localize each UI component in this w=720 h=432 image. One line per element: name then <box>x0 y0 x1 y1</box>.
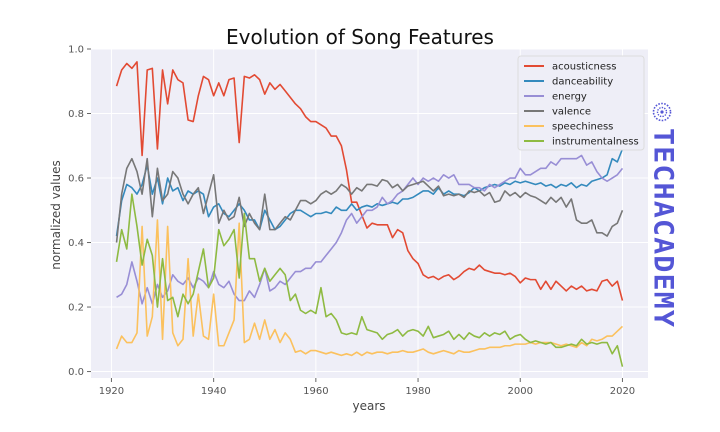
x-axis-label: years <box>352 399 385 413</box>
legend: acousticness danceability energy valence spe… <box>517 55 645 151</box>
legend-label-instrumentalness: instrumentalness <box>552 137 639 148</box>
techacademy-logo: TECHACADEMY <box>648 102 679 328</box>
x-tick-label: 2000 <box>508 386 533 397</box>
legend-label-danceability: danceability <box>552 77 613 88</box>
chart-title: Evolution of Song Features <box>226 25 494 49</box>
x-tick-label: 2020 <box>610 386 635 397</box>
legend-label-valence: valence <box>552 107 591 118</box>
brand-name: TECHACADEMY <box>648 128 679 328</box>
y-tick-label: 0.0 <box>68 367 84 378</box>
legend-label-acousticness: acousticness <box>552 62 616 73</box>
y-tick-label: 0.2 <box>68 303 84 314</box>
y-tick-label: 1.0 <box>68 45 84 56</box>
x-tick-label: 1940 <box>201 386 226 397</box>
x-tick-label: 1920 <box>99 386 124 397</box>
y-tick-label: 0.4 <box>68 238 84 249</box>
legend-label-energy: energy <box>552 92 587 103</box>
legend-box <box>517 55 645 151</box>
series-line-acousticness <box>115 61 624 301</box>
x-axis-ticks: 1920 1940 1960 1980 2000 2020 <box>99 378 635 397</box>
series-line-energy <box>116 154 624 305</box>
series-line-instrumentalness <box>115 193 624 367</box>
x-tick-label: 1980 <box>405 386 430 397</box>
series-line-speechiness <box>115 219 624 357</box>
series-line-valence <box>115 157 624 243</box>
series-line-danceability <box>115 148 624 237</box>
x-tick-label: 1960 <box>303 386 328 397</box>
y-tick-label: 0.6 <box>68 174 84 185</box>
legend-label-speechiness: speechiness <box>552 122 613 133</box>
y-tick-label: 0.8 <box>68 109 84 120</box>
y-axis-ticks: 0.0 0.2 0.4 0.6 0.8 1.0 <box>68 45 91 378</box>
globe-icon <box>652 102 672 122</box>
series-lines <box>115 61 624 367</box>
y-axis-label: normalized values <box>49 160 63 270</box>
